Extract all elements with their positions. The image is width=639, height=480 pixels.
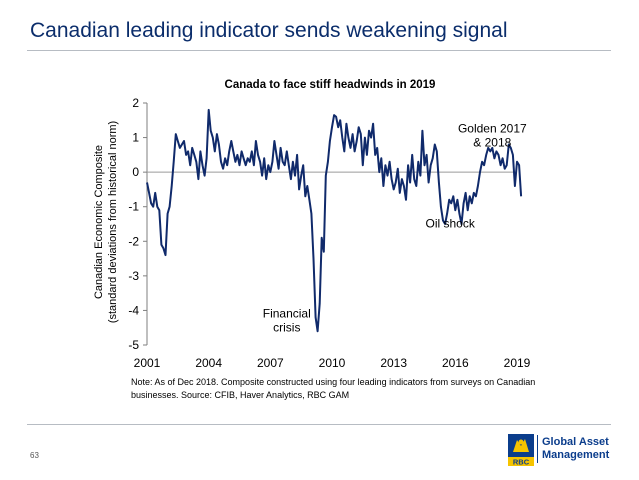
chart-note: Note: As of Dec 2018. Composite construc… (131, 377, 536, 400)
brand-line2: Management (542, 449, 610, 461)
annotation-text: crisis (273, 320, 300, 334)
y-axis-label-line1: Canadian Economic Composite (93, 145, 105, 299)
x-tick-label: 2010 (319, 356, 346, 370)
annotations: Golden 2017& 2018 Oil shock Financialcrisi… (263, 121, 527, 334)
x-tick-label: 2001 (134, 356, 161, 370)
x-tick-label: 2016 (442, 356, 469, 370)
logo-text: RBC (513, 458, 530, 467)
chart-title: Canada to face stiff headwinds in 2019 (225, 79, 436, 91)
series-line (146, 108, 523, 333)
annotation-text: & 2018 (473, 135, 511, 149)
axes: 2 1 0 -1 -2 -3 -4 -5 2001 2004 2007 2010 2013 2016 201… (128, 96, 530, 370)
x-tick-label: 2013 (380, 356, 407, 370)
y-tick-label: -5 (128, 338, 139, 352)
chart: Canada to face stiff headwinds in 2019 C… (93, 79, 531, 370)
y-tick-label: 0 (132, 165, 139, 179)
y-tick-label: -1 (128, 200, 139, 214)
x-tick-label: 2007 (257, 356, 284, 370)
y-tick-label: -2 (128, 234, 139, 248)
y-axis-label-line2: (standard deviations from historical nor… (107, 121, 119, 323)
rbc-logo: RBC (508, 434, 534, 466)
y-axis-label: Canadian Economic Composite (standard de… (93, 121, 119, 323)
x-tick-label: 2019 (504, 356, 531, 370)
y-tick-label: 1 (132, 131, 139, 145)
title-divider (27, 50, 611, 51)
y-tick-label: -3 (128, 269, 139, 283)
x-tick-label: 2004 (195, 356, 222, 370)
annotation-text: Oil shock (426, 216, 476, 230)
brand-line1: Global Asset (542, 436, 609, 448)
annotation-text: Financial (263, 306, 311, 320)
y-tick-label: -4 (128, 303, 139, 317)
footer-divider (27, 424, 611, 425)
brand-name: Global Asset Management (542, 436, 609, 462)
annotation-text: Golden 2017 (458, 121, 527, 135)
annotation: Golden 2017& 2018 (458, 121, 527, 149)
slide-title: Canadian leading indicator sends weakeni… (30, 19, 508, 42)
y-tick-label: 2 (132, 96, 139, 110)
brand-divider (537, 435, 538, 463)
series-group (146, 108, 523, 333)
page-number: 63 (30, 451, 39, 460)
annotation: Oil shock (426, 216, 476, 230)
